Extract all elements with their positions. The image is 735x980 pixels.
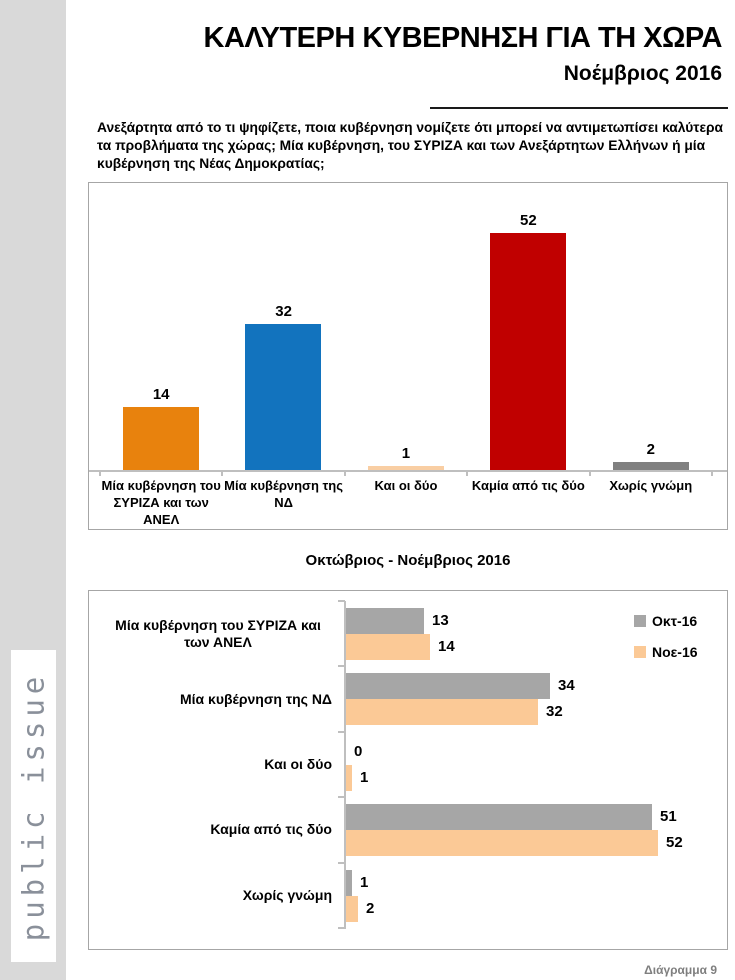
chart1-column: 2 <box>590 183 712 471</box>
bar-Χωρίς γνώμη <box>612 461 689 471</box>
chart1-plot-area: 14 32 1 52 2 <box>100 183 712 471</box>
legend-swatch <box>634 615 646 627</box>
bar-Νοε-16 <box>346 764 352 791</box>
chart2-row: Μία κυβέρνηση του ΣΥΡΙΖΑ και των ΑΝΕΛ 13 1… <box>89 601 727 666</box>
page-title: ΚΑΛΥΤΕΡΗ ΚΥΒΕΡΝΗΣΗ ΓΙΑ ΤΗ ΧΩΡΑ <box>203 22 723 54</box>
category-label: Μία κυβέρνηση του ΣΥΡΙΖΑ και των ΑΝΕΛ <box>101 478 221 527</box>
category-label: Καμία από τις δύο <box>210 821 332 838</box>
chart1-column: 52 <box>467 183 589 471</box>
bar-value-label: 34 <box>558 677 575 695</box>
bar-value-label: 1 <box>360 873 369 891</box>
category-label: Και οι δύο <box>374 478 438 493</box>
legend-label: Οκτ-16 <box>652 613 698 629</box>
bar-value-label: 14 <box>438 638 455 655</box>
bar-value-label: 1 <box>360 768 369 786</box>
title-divider <box>430 107 728 109</box>
category-label-cell: Μία κυβέρνηση της ΝΔ <box>89 666 332 731</box>
page-subtitle: Νοέμβριος 2016 <box>563 62 722 85</box>
axis-tick <box>221 472 224 476</box>
category-label-cell: Μία κυβέρνηση του ΣΥΡΙΖΑ και των ΑΝΕΛ <box>100 477 222 528</box>
category-label-cell: Καμία από τις δύο <box>89 797 332 862</box>
category-label: Και οι δύο <box>264 755 332 772</box>
axis-tick <box>338 927 345 929</box>
chart2-row: Χωρίς γνώμη 1 2 <box>89 863 727 928</box>
bar-value-label: 2 <box>646 440 655 458</box>
category-label: Χωρίς γνώμη <box>609 478 693 493</box>
survey-question: Ανεξάρτητα από το τι ψηφίζετε, ποια κυβέ… <box>97 120 724 171</box>
axis-tick <box>711 472 713 476</box>
bar-Και οι δύο <box>367 466 444 471</box>
chart2-legend: Οκτ-16 Νοε-16 <box>634 613 698 660</box>
bar-value-label: 51 <box>660 808 677 826</box>
bar-Νοε-16 <box>346 699 538 726</box>
chart2-title: Οκτώβριος - Νοέμβριος 2016 <box>305 552 511 569</box>
category-label: Μία κυβέρνηση της ΝΔ <box>224 478 343 510</box>
category-label: Μία κυβέρνηση του ΣΥΡΙΖΑ και των ΑΝΕΛ <box>115 616 321 650</box>
category-label-cell: Χωρίς γνώμη <box>590 477 712 528</box>
legend-item: Οκτ-16 <box>634 613 698 629</box>
axis-tick <box>338 665 345 668</box>
bar-value-label: 2 <box>366 899 375 917</box>
brand-logo: public issue <box>11 650 56 962</box>
bar-Οκτ-16 <box>346 869 352 896</box>
bar-value-label: 1 <box>401 445 411 463</box>
category-label: Καμία από τις δύο <box>471 478 585 493</box>
axis-tick <box>99 472 101 476</box>
category-label: Χωρίς γνώμη <box>242 886 332 903</box>
axis-tick <box>338 600 345 602</box>
chart2-row: Και οι δύο 0 1 <box>89 732 727 797</box>
bar-Οκτ-16 <box>346 608 424 634</box>
sidebar: public issue <box>0 0 66 980</box>
axis-tick <box>338 796 345 799</box>
chart1-category-labels: Μία κυβέρνηση του ΣΥΡΙΖΑ και των ΑΝΕΛ Μία… <box>100 477 712 528</box>
chart2-row: Καμία από τις δύο 51 52 <box>89 797 727 862</box>
bar-Νοε-16 <box>346 830 658 857</box>
axis-tick <box>466 472 469 476</box>
bar-value-label: 52 <box>666 834 683 852</box>
legend-label: Νοε-16 <box>652 644 698 660</box>
legend-swatch <box>634 646 646 658</box>
bar-Καμία από τις δύο <box>490 232 567 471</box>
bar-Νοε-16 <box>346 634 430 660</box>
bar-Μία κυβέρνηση της ΝΔ <box>245 324 322 471</box>
category-label-cell: Καμία από τις δύο <box>467 477 589 528</box>
bar-Οκτ-16 <box>346 804 652 831</box>
chart2-y-axis <box>344 601 346 929</box>
bar-value-label: 14 <box>152 385 170 403</box>
bar-chart-oct-nov-comparison: Οκτ-16 Νοε-16 Μία κυβέρνηση του ΣΥΡΙΖΑ κα… <box>88 590 728 950</box>
bar-Νοε-16 <box>346 895 358 922</box>
axis-tick <box>338 730 345 733</box>
legend-item: Νοε-16 <box>634 644 698 660</box>
brand-name: public issue <box>16 671 50 941</box>
figure-number: Διάγραμμα 9 <box>644 963 717 977</box>
bar-value-label: 32 <box>275 303 292 321</box>
bar-value-label: 52 <box>520 211 537 229</box>
category-label-cell: Μία κυβέρνηση του ΣΥΡΙΖΑ και των ΑΝΕΛ <box>89 601 332 666</box>
bar-value-label: 0 <box>354 742 363 760</box>
chart1-column: 1 <box>345 183 467 471</box>
category-label: Μία κυβέρνηση της ΝΔ <box>179 690 332 707</box>
category-label-cell: Χωρίς γνώμη <box>89 863 332 928</box>
axis-tick <box>338 861 345 864</box>
category-label-cell: Και οι δύο <box>345 477 467 528</box>
axis-tick <box>343 472 346 476</box>
chart1-column: 14 <box>100 183 222 471</box>
chart2-row: Μία κυβέρνηση της ΝΔ 34 32 <box>89 666 727 731</box>
bar-value-label: 13 <box>432 612 449 629</box>
chart1-column: 32 <box>222 183 344 471</box>
bar-Μία κυβέρνηση του ΣΥΡΙΖΑ και των ΑΝΕΛ <box>123 406 199 471</box>
bar-value-label: 32 <box>546 703 563 721</box>
category-label-cell: Μία κυβέρνηση της ΝΔ <box>222 477 344 528</box>
bar-chart-november: 14 32 1 52 2 Μία κυβέρνηση του ΣΥΡΙΖΑ και τω… <box>88 182 728 530</box>
chart1-x-axis <box>89 470 727 472</box>
category-label-cell: Και οι δύο <box>89 732 332 797</box>
axis-tick <box>588 472 591 476</box>
bar-Οκτ-16 <box>346 673 550 700</box>
